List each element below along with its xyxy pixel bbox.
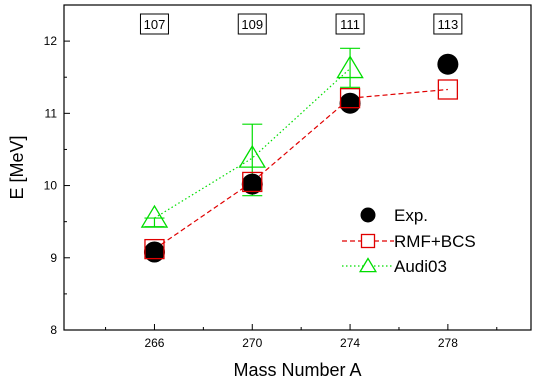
rmf-bcs-point — [339, 88, 361, 109]
y-tick-label-11: 11 — [45, 106, 58, 120]
z-label-box-113 — [433, 13, 463, 35]
x-tick-label-266: 266 — [144, 336, 164, 350]
y-tick-label-10: 10 — [44, 179, 58, 193]
exp-point — [143, 241, 165, 263]
legend-rmf-marker — [360, 233, 376, 249]
rmf-bcs-point — [144, 238, 165, 260]
exp-point — [241, 173, 263, 195]
rmf-bcs-point — [242, 171, 263, 193]
legend: Exp. RMF+BCS Audi03 — [342, 206, 476, 276]
z-label-111: 111 — [340, 17, 360, 32]
legend-label-2: Audi03 — [394, 257, 447, 276]
plot-frame — [63, 4, 532, 331]
audi03-point — [336, 55, 364, 79]
x-tick-label-278: 278 — [438, 336, 458, 350]
y-tick-label-12: 12 — [44, 34, 58, 48]
y-tick-label-8: 8 — [50, 323, 57, 337]
z-label-box-107 — [139, 13, 169, 35]
y-tick-label-9: 9 — [50, 251, 57, 265]
legend-audi-marker — [358, 257, 378, 273]
x-tick-label-274: 274 — [340, 336, 360, 350]
axes: 266 270 274 278 8 9 10 11 12 107 109 111 113 — [44, 13, 498, 350]
legend-label-0: Exp. — [394, 206, 428, 225]
legend-label-1: RMF+BCS — [394, 232, 476, 251]
y-axis-label: E [MeV] — [7, 135, 27, 199]
audi03-point — [140, 204, 169, 228]
audi03-point — [238, 144, 267, 168]
z-label-box-109 — [237, 13, 267, 35]
z-label-107: 107 — [144, 17, 166, 32]
z-label-box-111 — [335, 13, 365, 35]
rmf-bcs-line — [154, 88, 448, 250]
z-label-109: 109 — [241, 17, 263, 32]
x-tick-label-270: 270 — [242, 336, 262, 350]
z-label-113: 113 — [438, 17, 459, 32]
exp-point — [339, 92, 361, 114]
plot-marks — [140, 47, 459, 263]
exp-point — [437, 53, 459, 75]
x-axis-label: Mass Number A — [233, 360, 361, 380]
rmf-bcs-point — [437, 79, 459, 100]
legend-exp-marker — [360, 207, 376, 223]
